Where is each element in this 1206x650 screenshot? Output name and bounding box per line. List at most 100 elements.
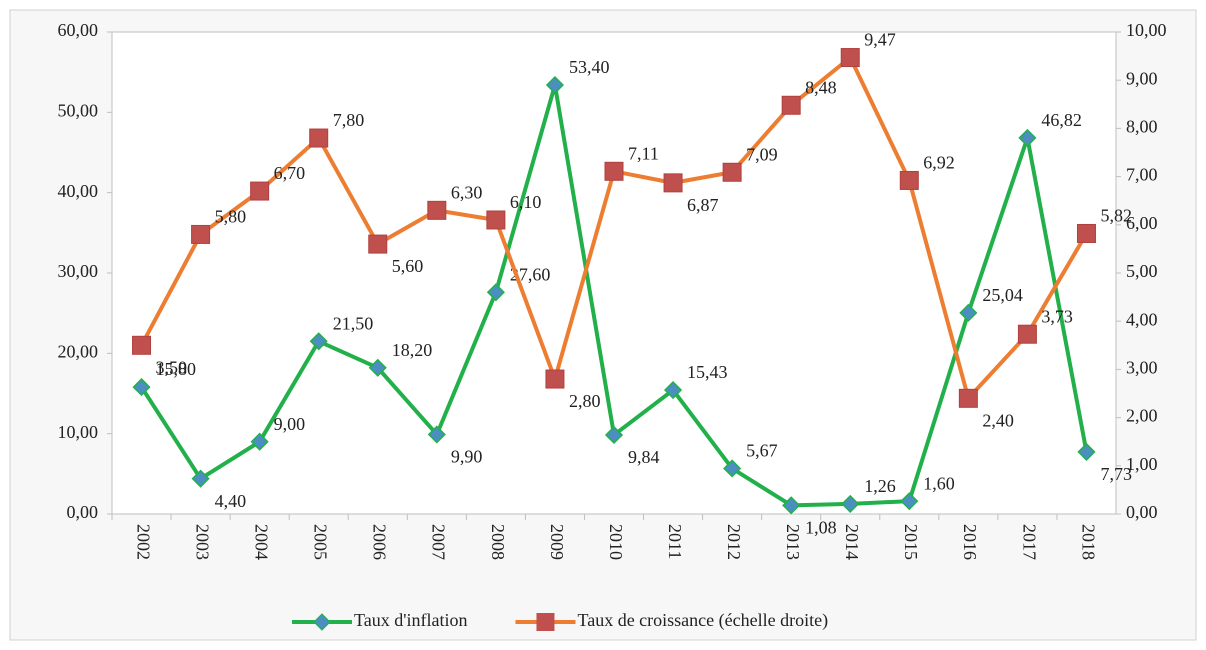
x-tick-label: 2016 — [960, 524, 980, 560]
data-label: 53,40 — [569, 57, 610, 77]
marker — [723, 459, 742, 478]
marker — [1076, 223, 1096, 243]
y-tick-label: 20,00 — [58, 341, 99, 361]
marker — [958, 388, 978, 408]
x-tick-label: 2009 — [547, 524, 567, 560]
data-label: 7,80 — [333, 110, 365, 130]
marker — [309, 128, 329, 148]
marker — [250, 432, 269, 451]
marker — [663, 173, 683, 193]
x-tick-label: 2004 — [252, 524, 272, 560]
y-tick-label: 10,00 — [58, 422, 99, 442]
marker — [1017, 324, 1037, 344]
x-tick-label: 2018 — [1078, 524, 1098, 560]
data-label: 1,08 — [805, 517, 837, 537]
marker — [545, 369, 565, 389]
x-tick-label: 2006 — [370, 524, 390, 560]
x-tick-label: 2003 — [192, 524, 212, 560]
legend-label: Taux de croissance (échelle droite) — [577, 610, 828, 631]
x-tick-label: 2008 — [488, 524, 508, 560]
marker — [486, 283, 505, 302]
data-label: 6,10 — [510, 192, 541, 212]
marker — [840, 48, 860, 68]
y-tick-label: 30,00 — [58, 261, 99, 281]
data-label: 9,00 — [274, 414, 306, 434]
y-tick-label: 60,00 — [58, 20, 99, 40]
y2-tick-label: 4,00 — [1126, 309, 1158, 329]
y-tick-label: 0,00 — [67, 502, 99, 522]
y2-tick-label: 5,00 — [1126, 261, 1158, 281]
y2-tick-label: 3,00 — [1126, 358, 1158, 378]
data-label: 2,80 — [569, 391, 601, 411]
data-label: 5,60 — [392, 256, 424, 276]
data-label: 3,73 — [1041, 306, 1073, 326]
data-label: 7,11 — [628, 143, 659, 163]
marker — [132, 335, 152, 355]
data-label: 6,30 — [451, 182, 483, 202]
data-label: 9,84 — [628, 447, 660, 467]
data-label: 15,43 — [687, 362, 728, 382]
y2-tick-label: 9,00 — [1126, 68, 1158, 88]
data-label: 6,70 — [274, 163, 306, 183]
data-label: 25,04 — [982, 285, 1023, 305]
data-label: 3,50 — [156, 357, 188, 377]
data-label: 9,47 — [864, 30, 896, 50]
marker — [782, 496, 801, 515]
legend-marker — [313, 613, 331, 631]
data-label: 9,90 — [451, 447, 483, 467]
marker — [781, 95, 801, 115]
marker — [427, 200, 447, 220]
data-label: 6,92 — [923, 153, 955, 173]
marker — [309, 332, 328, 351]
y2-tick-label: 8,00 — [1126, 117, 1158, 137]
marker — [663, 380, 683, 400]
data-label: 7,09 — [746, 144, 778, 164]
marker — [368, 358, 387, 377]
x-tick-label: 2012 — [724, 524, 744, 560]
x-tick-label: 2014 — [842, 524, 862, 560]
data-label: 21,50 — [333, 313, 374, 333]
y-tick-label: 50,00 — [58, 100, 99, 120]
marker — [604, 425, 624, 445]
x-tick-label: 2015 — [901, 524, 921, 560]
marker — [486, 210, 506, 230]
marker — [959, 303, 978, 322]
y2-tick-label: 7,00 — [1126, 165, 1158, 185]
data-label: 5,67 — [746, 441, 778, 461]
y2-tick-label: 10,00 — [1126, 20, 1167, 40]
data-label: 15,80 — [156, 359, 197, 379]
x-tick-label: 2007 — [429, 524, 449, 560]
marker — [250, 181, 270, 201]
data-label: 18,20 — [392, 340, 433, 360]
marker — [191, 469, 210, 488]
y2-tick-label: 1,00 — [1126, 454, 1158, 474]
marker — [899, 170, 919, 190]
marker — [604, 161, 624, 181]
marker — [132, 378, 151, 397]
data-label: 7,73 — [1100, 464, 1132, 484]
y2-tick-label: 2,00 — [1126, 406, 1158, 426]
y2-tick-label: 0,00 — [1126, 502, 1158, 522]
marker — [841, 494, 860, 513]
marker — [1077, 442, 1096, 461]
marker — [191, 224, 211, 244]
x-tick-label: 2010 — [606, 524, 626, 560]
x-tick-label: 2011 — [665, 524, 685, 559]
marker — [368, 234, 388, 254]
x-tick-label: 2002 — [133, 524, 153, 560]
data-label: 46,82 — [1041, 110, 1082, 130]
data-label: 5,82 — [1100, 206, 1132, 226]
marker — [900, 492, 919, 511]
data-label: 2,40 — [982, 410, 1014, 430]
legend-marker — [536, 613, 555, 631]
x-tick-label: 2005 — [311, 524, 331, 560]
y2-tick-label: 6,00 — [1126, 213, 1158, 233]
data-label: 6,87 — [687, 195, 719, 215]
x-tick-label: 2017 — [1019, 524, 1039, 560]
marker — [1018, 128, 1037, 147]
data-label: 5,80 — [215, 207, 247, 227]
legend-label: Taux d'inflation — [354, 610, 467, 630]
data-label: 8,48 — [805, 77, 837, 97]
data-label: 4,40 — [215, 491, 247, 511]
